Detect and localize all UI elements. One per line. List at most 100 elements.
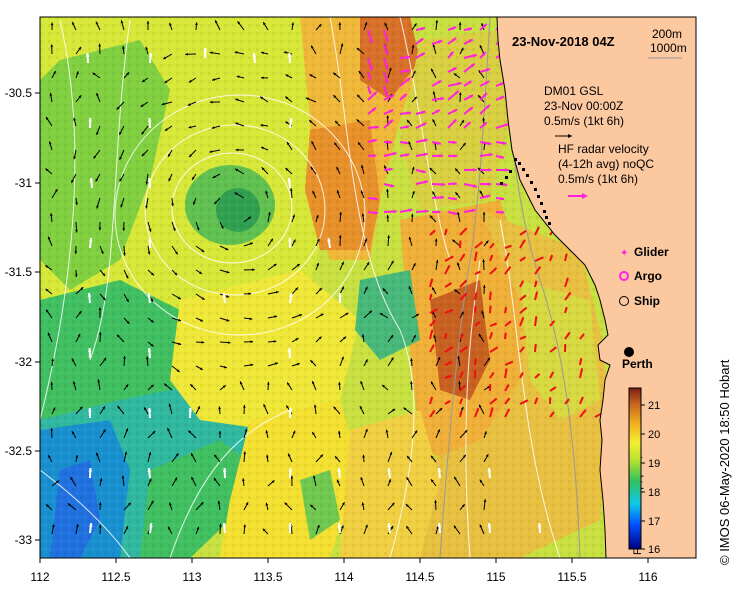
model-arrow-head	[220, 225, 224, 229]
radar-arrow-head	[367, 90, 372, 95]
land-mass	[496, 17, 696, 558]
radar-arrow-head	[393, 209, 397, 214]
glider-arrow-head	[337, 468, 341, 472]
shelf-arrow-head	[534, 280, 538, 284]
radar-arrow-head	[505, 168, 509, 172]
model-arrow-head	[340, 43, 344, 47]
model-arrow-head	[406, 477, 410, 481]
model-arrow-head	[70, 476, 73, 480]
model-arrow-head	[195, 22, 198, 26]
model-arrow-head	[126, 298, 129, 302]
model-arrow-head	[453, 525, 457, 529]
shelf-arrow-head	[534, 344, 537, 347]
shelf-arrow-head	[536, 226, 540, 230]
model-arrow-head	[384, 22, 388, 26]
shelf-arrow-head	[553, 347, 557, 350]
model-arrow-head	[161, 102, 165, 106]
model-arrow-head	[316, 214, 319, 218]
model-arrow-head	[98, 502, 102, 505]
model-arrow-head	[285, 96, 289, 100]
shelf-arrow-head	[537, 266, 541, 270]
shelf-arrow-head	[473, 370, 477, 373]
radar-arrow-head	[419, 38, 424, 43]
model-time: 23-Nov 00:00Z	[544, 99, 623, 113]
radar-arrow-head	[440, 195, 444, 200]
radar-arrow-head	[384, 79, 389, 84]
radar-arrow-head	[499, 82, 504, 86]
model-arrow-head	[296, 363, 300, 366]
model-arrow-head	[250, 242, 253, 246]
shelf-arrow-head	[463, 228, 467, 231]
shelf-arrow-head	[463, 293, 467, 297]
radar-arrow-head	[388, 167, 393, 172]
model-arrow-head	[201, 249, 205, 252]
radar-arrows	[367, 23, 510, 216]
model-arrow-head	[102, 406, 105, 410]
glider-track-point	[534, 188, 537, 191]
radar-arrow-head	[452, 140, 457, 145]
model-arrow-head	[379, 313, 383, 316]
legend-glider: Glider	[634, 245, 669, 259]
radar-arrow-head	[482, 122, 487, 127]
model-arrow-head	[455, 168, 458, 172]
shelf-arrow-head	[567, 332, 570, 336]
model-arrow-head	[145, 181, 149, 185]
model-arrow-head	[386, 115, 390, 119]
model-arrow-head	[268, 212, 271, 215]
shelf-arrow-head	[522, 239, 525, 243]
radar-arrow-head	[487, 141, 492, 146]
model-arrow-head	[218, 430, 222, 434]
shelf-arrow-head	[458, 240, 462, 244]
model-arrow-head	[458, 92, 462, 96]
model-arrow-head	[235, 148, 239, 152]
model-arrow-head	[148, 228, 152, 232]
model-arrow-head	[198, 271, 202, 274]
glider-arrow-head	[147, 348, 152, 352]
shelf-arrow-head	[494, 347, 498, 350]
glider-track-point	[530, 181, 533, 184]
glider-arrow-head	[88, 238, 93, 242]
shelf-arrow-head	[490, 255, 493, 259]
model-arrow-head	[341, 525, 344, 529]
model-arrow-head	[432, 287, 435, 291]
model-arrow-head	[454, 289, 458, 293]
model-arrow-head	[117, 405, 121, 409]
model-arrow-head	[343, 336, 347, 340]
model-arrow-head	[148, 452, 152, 456]
model-arrow-head	[147, 251, 151, 255]
model-arrow-head	[214, 201, 218, 205]
model-arrow-head	[261, 167, 265, 171]
model-arrow-head	[190, 384, 194, 388]
model-arrow-head	[174, 272, 178, 276]
model-arrow-head	[316, 262, 319, 266]
model-arrow-head	[338, 235, 342, 238]
shelf-arrow-head	[489, 332, 493, 336]
model-arrow-head	[310, 504, 314, 508]
model-arrow-head	[171, 203, 174, 207]
model-scale: 0.5m/s (1kt 6h)	[544, 114, 624, 128]
model-arrow-head	[98, 43, 102, 47]
model-arrow-head	[145, 205, 148, 209]
shelf-arrow-head	[552, 387, 556, 390]
colorbar-tick-label: 19	[648, 458, 660, 470]
shelf-arrow-head	[493, 323, 497, 326]
model-arrow-head	[188, 125, 192, 129]
model-arrow-head	[437, 429, 440, 433]
model-arrow-head	[96, 205, 99, 209]
model-arrow-head	[199, 367, 203, 370]
model-arrow-head	[275, 291, 279, 294]
model-arrow-head	[335, 456, 338, 460]
model-arrow-head	[289, 188, 293, 192]
model-arrow-head	[283, 51, 287, 54]
radar-arrow-head	[468, 107, 473, 111]
model-arrow-head	[295, 287, 299, 291]
shelf-arrow-head	[579, 358, 583, 362]
radar-arrow-head	[423, 138, 428, 143]
glider-track-point	[509, 170, 512, 173]
model-arrow-head	[191, 177, 195, 180]
shelf-arrow-head	[493, 398, 497, 402]
model-arrow-head	[407, 455, 410, 459]
model-arrow-head	[120, 204, 124, 208]
radar-arrow-head	[453, 109, 458, 113]
radar-arrow-head	[435, 110, 440, 114]
